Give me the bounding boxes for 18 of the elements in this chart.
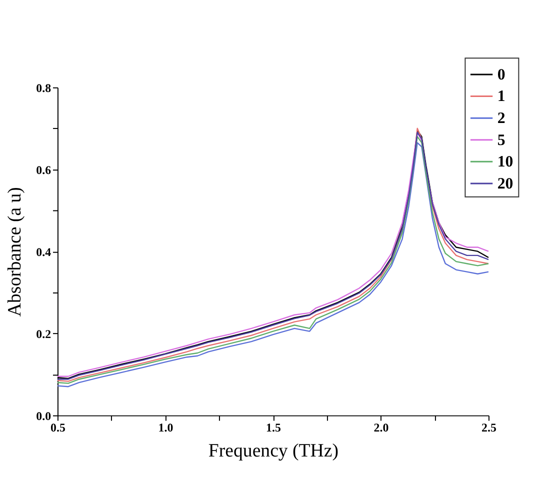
x-tick-label: 2.5 — [482, 420, 496, 435]
y-tick-label: 0.2 — [36, 326, 52, 341]
x-tick-label: 1.0 — [158, 420, 174, 435]
legend-label: 1 — [497, 88, 506, 106]
x-axis-title: Frequency (THz) — [208, 440, 338, 462]
legend-label: 2 — [497, 110, 506, 128]
y-tick-label: 0.6 — [36, 162, 52, 177]
legend-label: 20 — [497, 175, 514, 192]
x-tick-label: 2.0 — [374, 420, 389, 435]
legend-label: 10 — [497, 154, 514, 171]
y-axis-title: Absorbance (a u) — [4, 187, 26, 317]
y-tick-label: 0.0 — [36, 408, 52, 423]
x-tick-label: 0.5 — [50, 420, 66, 435]
legend-label: 5 — [497, 132, 506, 149]
x-tick-label: 1.5 — [266, 420, 281, 435]
legend-label: 0 — [497, 66, 506, 84]
y-tick-label: 0.4 — [36, 244, 52, 259]
y-tick-label: 0.8 — [36, 80, 52, 95]
